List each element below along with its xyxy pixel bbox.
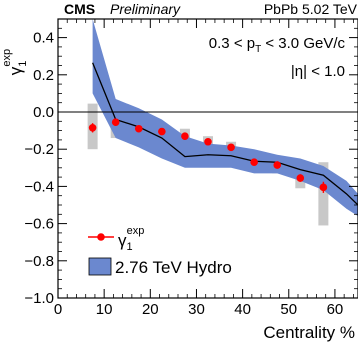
y-tick-label: 0.2 xyxy=(33,67,54,84)
x-tick-label: 60 xyxy=(327,301,344,318)
pt-range-label: 0.3 < pT < 3.0 GeV/c xyxy=(209,35,346,55)
x-tick-label: 20 xyxy=(142,301,159,318)
data-point xyxy=(319,183,328,192)
data-point xyxy=(111,118,120,127)
legend-hydro-swatch xyxy=(88,257,112,276)
data-point xyxy=(88,124,97,132)
data-points-layer xyxy=(88,118,328,193)
x-tick-label: 10 xyxy=(96,301,113,318)
syst-box xyxy=(318,162,329,226)
y-tick-label: −0.8 xyxy=(24,253,54,270)
x-tick-label: 30 xyxy=(188,301,205,318)
x-tick-label: 0 xyxy=(54,301,62,318)
legend-hydro-label: 2.76 TeV Hydro xyxy=(115,258,232,277)
y-tick-label: 0.0 xyxy=(33,104,54,121)
data-point xyxy=(158,127,166,136)
y-tick-label: −1.0 xyxy=(24,290,54,307)
system-label: PbPb 5.02 TeV xyxy=(264,1,358,17)
status-label: Preliminary xyxy=(110,1,181,17)
data-point xyxy=(273,161,282,169)
eta-range-label: |η| < 1.0 xyxy=(291,63,345,80)
axis-ticks: 0 10 20 30 40 50 60 −1.0 −0.8 −0.6 −0.4 −0.2 0.0 0.2 0… xyxy=(24,18,358,318)
legend: γ1exp 2.76 TeV Hydro xyxy=(88,225,232,277)
data-point xyxy=(134,124,143,133)
data-point xyxy=(227,143,235,152)
data-point xyxy=(181,132,189,140)
svg-text:γ1exp: γ1exp xyxy=(1,49,29,75)
legend-data-label: γ1exp xyxy=(118,225,144,253)
y-tick-label: −0.2 xyxy=(24,141,54,158)
y-axis-label: γ1exp xyxy=(1,49,29,75)
data-point xyxy=(296,174,305,182)
data-point xyxy=(250,158,258,167)
x-tick-label: 50 xyxy=(280,301,297,318)
legend-data-marker xyxy=(97,233,105,241)
data-point xyxy=(204,137,212,146)
x-tick-label: 40 xyxy=(234,301,251,318)
y-tick-label: −0.6 xyxy=(24,216,54,233)
x-axis-label: Centrality % xyxy=(263,323,355,342)
y-tick-label: 0.4 xyxy=(33,30,54,47)
y-tick-label: −0.4 xyxy=(24,178,54,195)
experiment-label: CMS xyxy=(64,1,95,17)
